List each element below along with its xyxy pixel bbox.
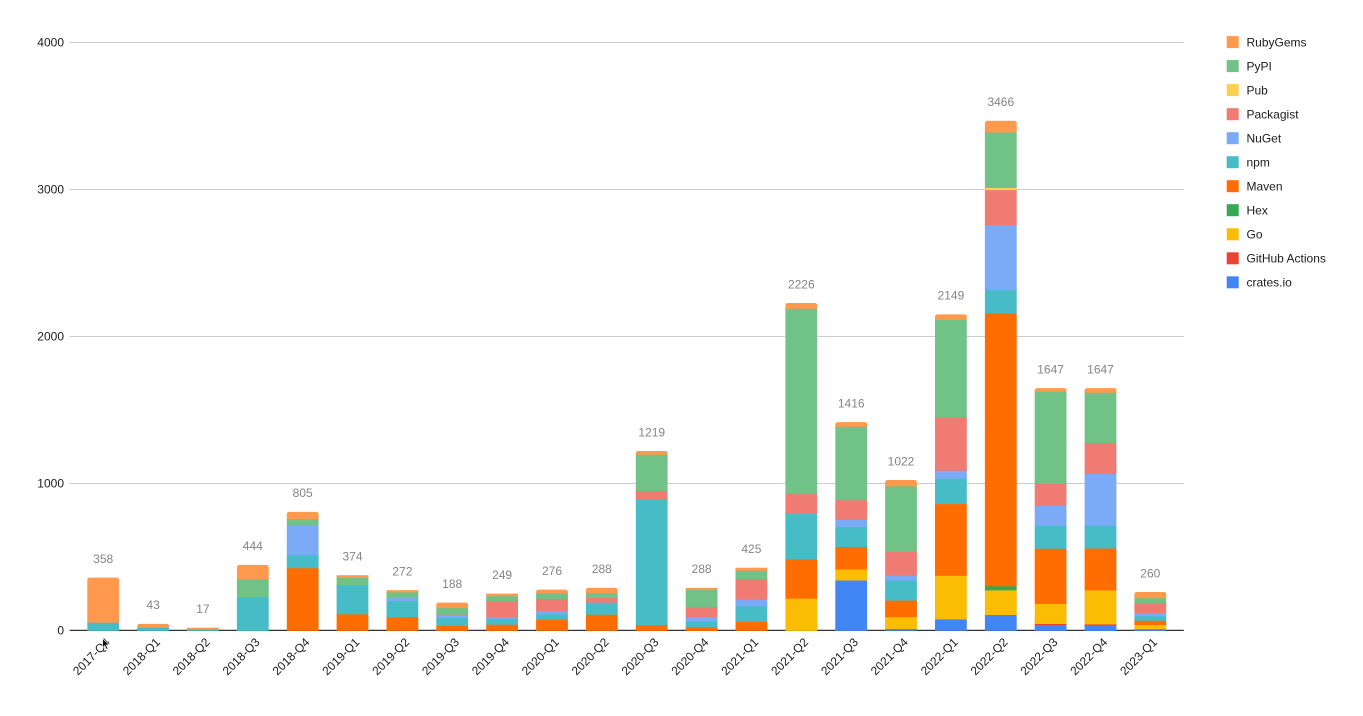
svg-text:1647: 1647 [1037, 362, 1064, 376]
svg-text:43: 43 [146, 598, 160, 612]
svg-text:276: 276 [542, 564, 562, 578]
svg-text:2149: 2149 [938, 289, 965, 303]
svg-text:425: 425 [741, 542, 761, 556]
svg-text:272: 272 [392, 565, 412, 579]
svg-text:0: 0 [57, 624, 64, 638]
svg-text:PyPI: PyPI [1247, 59, 1272, 73]
svg-text:Go: Go [1247, 228, 1263, 242]
svg-text:260: 260 [1140, 566, 1160, 580]
svg-text:2000: 2000 [37, 330, 64, 344]
svg-text:249: 249 [492, 568, 512, 582]
svg-text:crates.io: crates.io [1247, 276, 1293, 290]
svg-text:3000: 3000 [37, 183, 64, 197]
svg-text:NuGet: NuGet [1247, 132, 1282, 146]
svg-text:358: 358 [93, 552, 113, 566]
svg-text:2226: 2226 [788, 277, 815, 291]
svg-text:188: 188 [442, 577, 462, 591]
svg-text:1416: 1416 [838, 396, 865, 410]
svg-text:1219: 1219 [638, 425, 665, 439]
svg-text:npm: npm [1247, 156, 1270, 170]
svg-text:4000: 4000 [37, 36, 64, 50]
svg-text:GitHub Actions: GitHub Actions [1247, 252, 1326, 266]
svg-text:805: 805 [293, 486, 313, 500]
svg-text:3466: 3466 [987, 95, 1014, 109]
svg-text:1647: 1647 [1087, 362, 1114, 376]
svg-text:RubyGems: RubyGems [1247, 35, 1307, 49]
svg-text:Hex: Hex [1247, 204, 1268, 218]
svg-text:288: 288 [592, 562, 612, 576]
svg-text:1000: 1000 [37, 477, 64, 491]
svg-text:1022: 1022 [888, 454, 915, 468]
svg-text:Pub: Pub [1247, 83, 1269, 97]
svg-text:374: 374 [342, 550, 362, 564]
svg-text:288: 288 [692, 562, 712, 576]
svg-text:444: 444 [243, 539, 263, 553]
svg-text:Maven: Maven [1247, 180, 1283, 194]
svg-text:Packagist: Packagist [1247, 108, 1300, 122]
svg-text:17: 17 [196, 602, 210, 616]
